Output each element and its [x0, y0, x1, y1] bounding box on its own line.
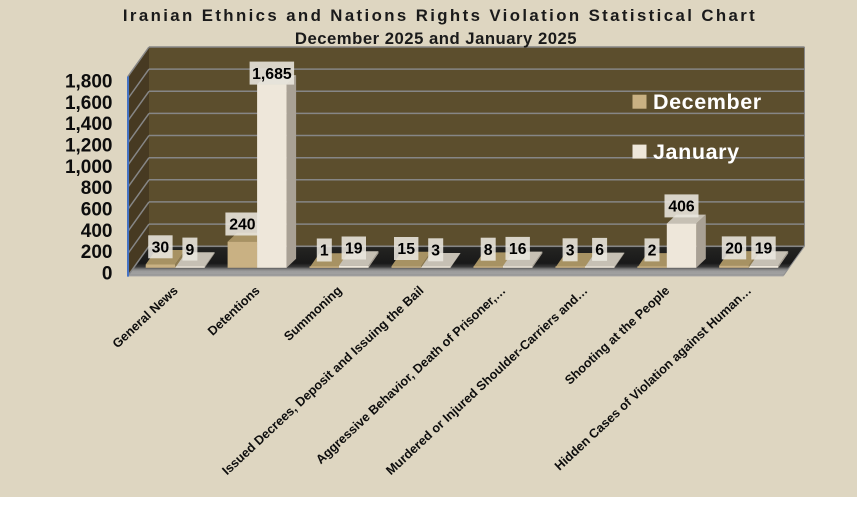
svg-text:1,000: 1,000 [65, 157, 113, 178]
svg-text:0: 0 [102, 264, 113, 285]
svg-text:1,800: 1,800 [65, 71, 113, 92]
svg-text:800: 800 [81, 178, 113, 199]
svg-text:1,400: 1,400 [65, 114, 113, 135]
svg-text:200: 200 [81, 242, 113, 263]
svg-text:6: 6 [595, 242, 604, 259]
svg-text:December 2025 and January 2025: December 2025 and January 2025 [295, 29, 577, 48]
svg-text:19: 19 [345, 241, 363, 258]
svg-text:3: 3 [566, 243, 575, 260]
svg-text:600: 600 [81, 200, 113, 221]
svg-text:Iranian Ethnics and Nations Ri: Iranian Ethnics and Nations Rights Viola… [123, 6, 757, 25]
svg-text:January: January [653, 140, 740, 164]
svg-text:1,200: 1,200 [65, 136, 113, 157]
svg-text:1,600: 1,600 [65, 93, 113, 114]
svg-text:20: 20 [725, 241, 743, 258]
svg-text:1,685: 1,685 [252, 66, 292, 83]
svg-text:1: 1 [320, 243, 329, 260]
svg-text:December: December [653, 90, 762, 114]
svg-text:15: 15 [397, 241, 415, 258]
svg-text:3: 3 [431, 243, 440, 260]
svg-text:9: 9 [186, 242, 195, 259]
svg-text:30: 30 [152, 240, 170, 257]
svg-text:240: 240 [229, 217, 256, 234]
svg-text:19: 19 [755, 241, 773, 258]
svg-text:406: 406 [668, 199, 695, 216]
svg-text:2: 2 [648, 243, 657, 260]
svg-text:8: 8 [484, 242, 493, 259]
svg-text:400: 400 [81, 221, 113, 242]
svg-text:16: 16 [509, 241, 527, 258]
